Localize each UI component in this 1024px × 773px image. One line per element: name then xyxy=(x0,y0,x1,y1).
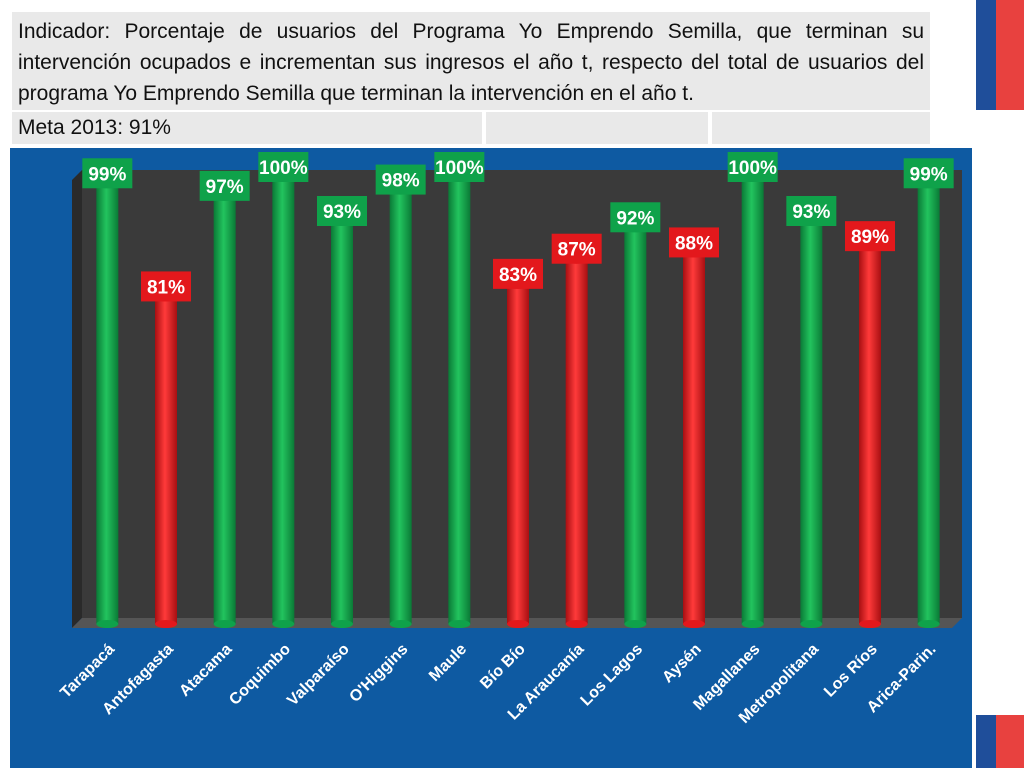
data-label-box xyxy=(786,196,837,226)
bar-base xyxy=(624,620,647,628)
data-label: 93% xyxy=(792,202,830,223)
bar xyxy=(800,222,823,624)
bar xyxy=(96,184,119,624)
data-label: 89% xyxy=(851,227,889,248)
data-label-box xyxy=(727,152,778,182)
category-label: Los Ríos xyxy=(821,641,881,701)
bar xyxy=(859,247,881,624)
bar-base xyxy=(389,620,412,628)
category-label: Maule xyxy=(426,641,470,685)
data-label: 88% xyxy=(675,233,713,254)
bar-base xyxy=(741,620,764,628)
data-label-box xyxy=(375,164,426,195)
bar xyxy=(507,284,529,624)
data-label: 97% xyxy=(206,177,244,198)
data-labels-group: 99% 81% 97% 100% 93% 98% 100% 83% 87% 92% 88% 100% 9… xyxy=(82,152,954,302)
meta-empty-cell xyxy=(486,112,708,144)
category-label: O'Higgins xyxy=(346,641,411,706)
category-label: Tarapacá xyxy=(57,641,118,702)
bar xyxy=(331,222,353,624)
data-label: 92% xyxy=(616,208,654,229)
data-label-box xyxy=(199,170,250,201)
flag-stripe-blue-bottom xyxy=(976,715,996,768)
indicator-box: Indicador: Porcentaje de usuarios del Pr… xyxy=(12,12,930,110)
bar xyxy=(155,297,177,624)
bar-base xyxy=(213,620,236,628)
data-label: 100% xyxy=(259,158,308,179)
data-label: 98% xyxy=(382,171,420,192)
bar-base xyxy=(683,620,705,628)
data-label: 81% xyxy=(147,277,185,298)
category-label: Atacama xyxy=(176,641,235,700)
data-label: 100% xyxy=(435,158,484,179)
data-label: 100% xyxy=(728,158,777,179)
bar-base xyxy=(155,620,177,628)
data-label-box xyxy=(317,196,367,226)
data-label-box xyxy=(551,233,602,264)
bar xyxy=(448,178,471,624)
chart-panel: 99% 81% 97% 100% 93% 98% 100% 83% 87% 92% 88% 100% 9… xyxy=(10,148,972,768)
data-label: 93% xyxy=(323,202,361,223)
data-label: 99% xyxy=(88,164,126,185)
data-label-box xyxy=(669,227,719,258)
data-label: 99% xyxy=(910,164,948,185)
bar-base xyxy=(272,620,295,628)
meta-label: Meta 2013: 91% xyxy=(18,116,171,139)
meta-cell: Meta 2013: 91% xyxy=(12,112,482,144)
bar xyxy=(389,190,412,625)
meta-empty-cell xyxy=(712,112,930,144)
data-label: 87% xyxy=(558,240,596,261)
bar-base xyxy=(331,620,353,628)
data-label-box xyxy=(493,258,543,289)
bar xyxy=(272,178,295,624)
flag-stripe-red xyxy=(996,0,1024,110)
flag-stripe-red-bottom xyxy=(996,715,1024,768)
flag-stripe-blue xyxy=(976,0,996,110)
bar-base xyxy=(448,620,471,628)
data-label-box xyxy=(903,158,954,189)
data-label-box xyxy=(141,271,191,302)
category-label: Los Lagos xyxy=(578,641,647,710)
bar xyxy=(683,253,705,624)
bar-base xyxy=(859,620,881,628)
bar xyxy=(213,196,236,624)
bar-base xyxy=(800,620,823,628)
category-label: Bío Bío xyxy=(477,641,529,693)
data-label-box xyxy=(434,152,485,182)
category-label: Valparaíso xyxy=(284,641,353,710)
data-label: 83% xyxy=(499,265,537,286)
bar xyxy=(741,178,764,624)
bars-group xyxy=(96,174,940,628)
data-label-box xyxy=(845,221,895,252)
indicator-text: Indicador: Porcentaje de usuarios del Pr… xyxy=(18,20,924,105)
bar-base xyxy=(565,620,588,628)
category-label: Aysén xyxy=(659,641,705,687)
bar-chart: 99% 81% 97% 100% 93% 98% 100% 83% 87% 92% 88% 100% 9… xyxy=(57,152,962,727)
data-label-box xyxy=(82,158,133,189)
plot-side-wall xyxy=(72,170,82,628)
bar xyxy=(624,228,647,624)
bar xyxy=(917,184,940,624)
data-label-box xyxy=(610,202,661,233)
data-label-box xyxy=(258,152,309,182)
bar-base xyxy=(96,620,119,628)
bar-base xyxy=(507,620,529,628)
bar xyxy=(565,259,588,624)
bar-base xyxy=(917,620,940,628)
